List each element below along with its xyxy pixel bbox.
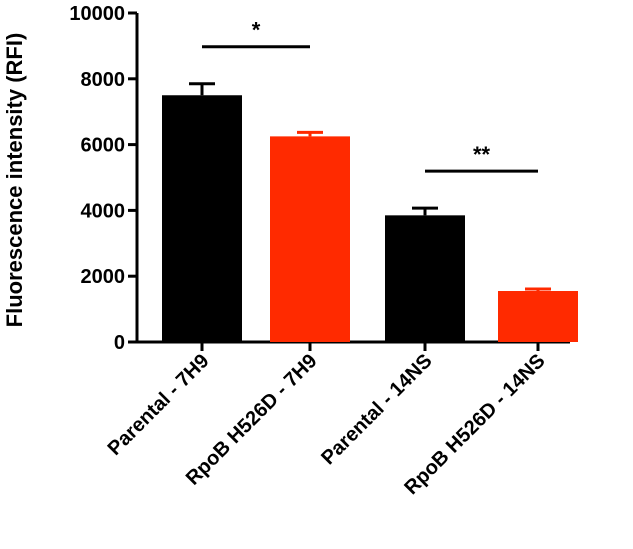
significance-annotations: *** — [202, 18, 538, 173]
significance-label: ** — [473, 142, 491, 167]
y-tick-label: 4000 — [81, 200, 126, 222]
y-tick-label: 2000 — [81, 266, 126, 288]
y-tick-label: 0 — [114, 332, 125, 354]
y-axis-title: Fluorescence intensity (RFI) — [2, 33, 27, 328]
y-tick-label: 6000 — [81, 135, 126, 157]
x-tick-label: Parental - 7H9 — [104, 350, 214, 460]
bar — [385, 215, 465, 342]
bar — [162, 95, 242, 342]
significance-label: * — [252, 18, 261, 43]
y-tick-label: 10000 — [69, 3, 125, 25]
bar — [270, 136, 350, 342]
x-tick-label: Parental - 14NS — [317, 350, 436, 469]
bars — [162, 82, 578, 342]
y-tick-label: 8000 — [81, 69, 126, 91]
bar — [498, 291, 578, 342]
